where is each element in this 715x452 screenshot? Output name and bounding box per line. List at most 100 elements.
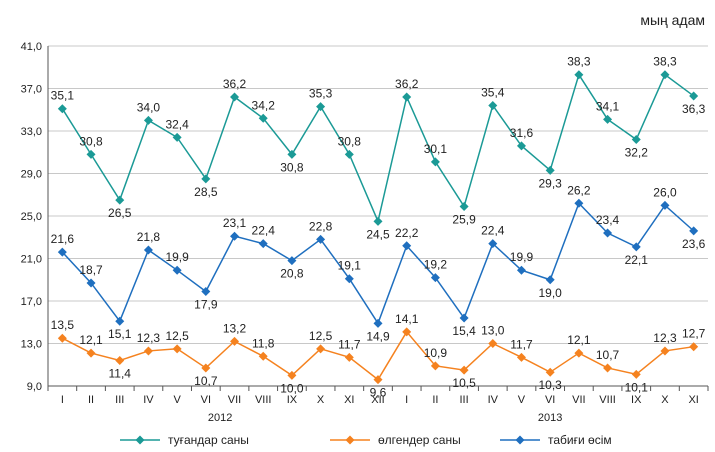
- data-point: [230, 231, 240, 241]
- data-label: 36,2: [223, 77, 247, 91]
- x-tick-label: V: [518, 394, 526, 406]
- data-label: 17,9: [194, 297, 218, 311]
- data-label: 32,4: [165, 117, 189, 131]
- legend-marker: [515, 435, 525, 445]
- y-tick-label: 33,0: [21, 126, 42, 138]
- data-label: 21,8: [137, 230, 161, 244]
- data-label: 19,2: [424, 258, 448, 272]
- data-point: [316, 234, 326, 244]
- data-point: [373, 375, 383, 385]
- data-label: 35,4: [481, 86, 505, 100]
- data-point: [172, 132, 182, 142]
- data-label: 34,0: [137, 100, 161, 114]
- data-label: 35,1: [51, 89, 75, 103]
- data-label: 32,2: [625, 146, 649, 160]
- data-point: [230, 92, 240, 102]
- y-tick-label: 29,0: [21, 169, 42, 181]
- data-point: [57, 333, 67, 343]
- data-label: 12,3: [653, 331, 677, 345]
- x-tick-label: XI: [688, 394, 698, 406]
- data-point: [143, 115, 153, 125]
- data-point: [57, 247, 67, 257]
- data-label: 13,5: [51, 318, 75, 332]
- data-label: 10,9: [424, 346, 448, 360]
- x-tick-label: IX: [287, 394, 298, 406]
- data-point: [603, 114, 613, 124]
- y-tick-label: 9,0: [27, 381, 42, 393]
- x-tick-label: VIII: [255, 394, 272, 406]
- data-point: [86, 348, 96, 358]
- x-tick-label: II: [88, 394, 94, 406]
- data-point: [230, 336, 240, 346]
- data-point: [603, 363, 613, 373]
- data-label: 26,2: [567, 183, 591, 197]
- year-label: 2012: [208, 412, 232, 424]
- data-point: [201, 174, 211, 184]
- data-point: [201, 363, 211, 373]
- data-point: [603, 228, 613, 238]
- data-label: 10,3: [538, 378, 562, 392]
- data-label: 36,2: [395, 77, 419, 91]
- x-tick-label: XII: [371, 394, 384, 406]
- data-label: 18,7: [79, 263, 103, 277]
- data-point: [488, 339, 498, 348]
- data-point: [689, 226, 699, 236]
- data-label: 25,9: [452, 212, 476, 226]
- data-point: [402, 92, 412, 102]
- data-label: 12,3: [137, 331, 161, 345]
- data-point: [316, 102, 326, 112]
- data-label: 26,5: [108, 206, 132, 220]
- data-point: [373, 318, 383, 328]
- data-label: 24,5: [366, 227, 390, 241]
- data-label: 15,4: [452, 324, 476, 338]
- data-label: 12,1: [79, 333, 103, 347]
- data-label: 13,0: [481, 324, 505, 338]
- data-label: 19,0: [538, 286, 562, 300]
- data-point: [258, 113, 268, 123]
- data-point: [574, 198, 584, 208]
- data-label: 14,1: [395, 312, 419, 326]
- data-point: [660, 200, 670, 210]
- data-point: [660, 346, 670, 356]
- data-point: [373, 216, 383, 226]
- legend-marker: [135, 435, 145, 445]
- y-tick-label: 13,0: [21, 339, 42, 351]
- data-point: [316, 344, 326, 354]
- data-point: [287, 149, 297, 159]
- data-point: [344, 352, 354, 362]
- unit-label: мың адам: [640, 12, 705, 28]
- data-label: 20,8: [280, 267, 304, 281]
- data-label: 19,9: [510, 250, 534, 264]
- data-point: [545, 275, 555, 285]
- data-point: [660, 70, 670, 80]
- x-tick-label: VII: [228, 394, 241, 406]
- data-label: 28,5: [194, 185, 218, 199]
- data-point: [57, 104, 67, 114]
- data-label: 22,2: [395, 226, 419, 240]
- legend-marker: [345, 435, 355, 445]
- data-point: [115, 356, 125, 365]
- data-label: 11,7: [510, 337, 533, 351]
- data-point: [459, 201, 469, 211]
- data-label: 38,3: [653, 55, 677, 69]
- data-label: 10,5: [452, 376, 476, 390]
- x-tick-label: VIII: [599, 394, 616, 406]
- data-point: [258, 239, 268, 249]
- data-label: 22,4: [252, 224, 276, 238]
- data-label: 36,3: [682, 102, 706, 116]
- data-label: 13,2: [223, 321, 247, 335]
- series-line: [61, 72, 695, 224]
- data-label: 30,8: [280, 160, 304, 174]
- data-point: [344, 274, 354, 284]
- data-label: 12,5: [309, 329, 333, 343]
- data-point: [574, 70, 584, 80]
- data-label: 31,6: [510, 126, 534, 140]
- data-point: [516, 352, 526, 362]
- x-tick-label: I: [61, 394, 64, 406]
- data-point: [115, 316, 125, 326]
- y-tick-label: 25,0: [21, 211, 42, 223]
- x-tick-label: V: [173, 394, 181, 406]
- data-label: 30,1: [424, 142, 448, 156]
- data-point: [689, 91, 699, 101]
